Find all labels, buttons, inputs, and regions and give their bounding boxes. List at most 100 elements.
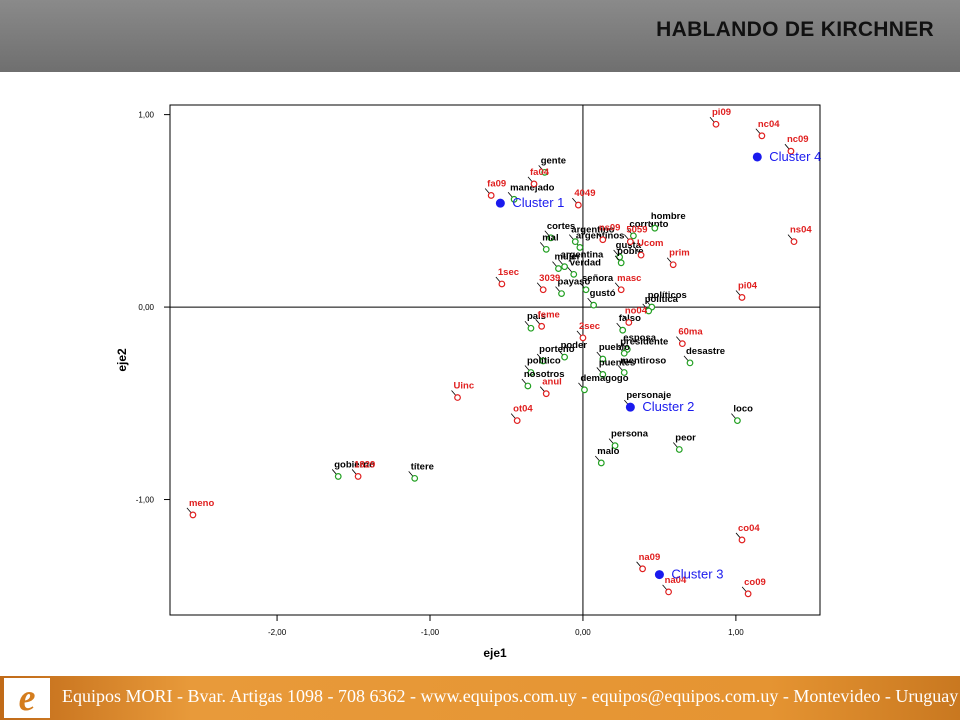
x-tick-label: 0,00 — [575, 628, 591, 637]
cluster-label: Cluster 1 — [512, 195, 564, 210]
word-label: país — [527, 311, 546, 322]
word-point — [542, 245, 550, 253]
code-point — [639, 565, 646, 573]
code-point — [669, 261, 677, 269]
word-point — [547, 234, 555, 242]
code-point — [574, 201, 582, 209]
word-label: cortes — [547, 221, 576, 232]
word-label: peor — [675, 432, 696, 443]
word-point — [620, 369, 628, 376]
word-point — [570, 270, 578, 278]
word-label: esposa — [623, 332, 656, 343]
code-label: masc — [617, 273, 641, 284]
word-point — [630, 232, 637, 240]
code-point — [787, 147, 795, 155]
word-label: argentina — [561, 250, 604, 261]
cluster-label: Cluster 2 — [642, 399, 694, 414]
x-tick-label: -2,00 — [268, 628, 287, 637]
word-label: loco — [733, 404, 753, 415]
word-label: señora — [582, 273, 614, 284]
word-point — [734, 417, 741, 425]
code-label: 1sec — [498, 267, 519, 278]
word-label: personaje — [626, 390, 671, 401]
code-label: meno — [189, 498, 215, 509]
word-label: mujer — [554, 252, 580, 263]
word-label: corrupto — [629, 219, 668, 230]
code-label: co04 — [738, 523, 760, 534]
code-point — [738, 536, 746, 544]
code-label: nc04 — [758, 119, 780, 130]
word-label: pueblo — [599, 342, 630, 353]
word-point — [590, 301, 598, 309]
word-point — [527, 369, 535, 376]
code-point — [530, 180, 538, 188]
word-point — [599, 371, 607, 378]
code-label: na04 — [665, 575, 687, 586]
code-label: fa09 — [487, 178, 506, 189]
page-title: HABLANDO DE KIRCHNER — [656, 18, 934, 41]
code-point — [513, 417, 521, 425]
word-label: mentiroso — [620, 356, 666, 367]
word-point — [555, 265, 562, 272]
code-label: pi04 — [738, 280, 758, 291]
cluster-point — [495, 198, 505, 208]
word-label: nosotros — [524, 369, 565, 380]
code-label: ot04 — [513, 404, 533, 415]
x-tick-label: -1,00 — [421, 628, 440, 637]
word-label: argentino — [571, 225, 614, 236]
word-point — [582, 286, 590, 294]
word-label: políticos — [648, 290, 687, 301]
word-label: falso — [619, 313, 641, 324]
word-label: malo — [597, 446, 619, 457]
word-point — [599, 355, 607, 363]
word-label: gustó — [590, 288, 616, 299]
word-point — [611, 442, 619, 450]
code-point — [354, 473, 362, 480]
cluster-label: Cluster 4 — [769, 149, 821, 164]
x-tick-label: 1,00 — [728, 628, 744, 637]
code-label: 60ma — [678, 327, 703, 338]
code-point — [454, 394, 461, 401]
company-logo: e — [4, 678, 50, 718]
word-point — [561, 353, 568, 361]
header-bar: HABLANDO DE KIRCHNER — [0, 0, 960, 72]
word-point — [620, 349, 628, 357]
code-label: 1829 — [354, 459, 375, 470]
y-axis-label: eje2 — [115, 348, 129, 372]
word-label: títere — [411, 461, 434, 472]
code-label: Ucom — [637, 238, 663, 249]
word-label: verdad — [570, 257, 601, 268]
word-point — [558, 290, 565, 298]
word-label: mal — [542, 232, 558, 243]
word-label: porteño — [539, 344, 575, 355]
word-point — [651, 224, 659, 232]
word-label: persona — [611, 429, 649, 440]
word-label: pobre — [617, 246, 643, 257]
code-label: prim — [669, 248, 690, 259]
code-label: ns04 — [790, 225, 812, 236]
code-label: 3039 — [539, 273, 560, 284]
word-point — [334, 473, 342, 480]
code-label: feme — [538, 309, 560, 320]
cluster-point — [625, 402, 635, 412]
word-label: payaso — [558, 277, 591, 288]
code-label: Uinc — [454, 381, 475, 392]
y-tick-label: -1,00 — [136, 496, 155, 505]
code-label: na09 — [639, 552, 661, 563]
code-point — [542, 390, 550, 398]
cluster-point — [654, 570, 664, 580]
code-label: pi09 — [712, 107, 731, 118]
code-point — [539, 286, 547, 294]
word-label: gusta — [616, 240, 642, 251]
plot-area — [169, 104, 821, 616]
word-point — [411, 474, 419, 482]
word-point — [617, 259, 625, 267]
code-point — [599, 236, 607, 244]
word-point — [541, 168, 549, 176]
footer-contact-text: Equipos MORI - Bvar. Artigas 1098 - 708 … — [62, 686, 959, 706]
code-label: fa04 — [530, 167, 550, 178]
word-point — [675, 446, 683, 453]
logo-e-icon: e — [18, 677, 36, 719]
word-point — [539, 357, 547, 365]
code-point — [579, 334, 587, 342]
